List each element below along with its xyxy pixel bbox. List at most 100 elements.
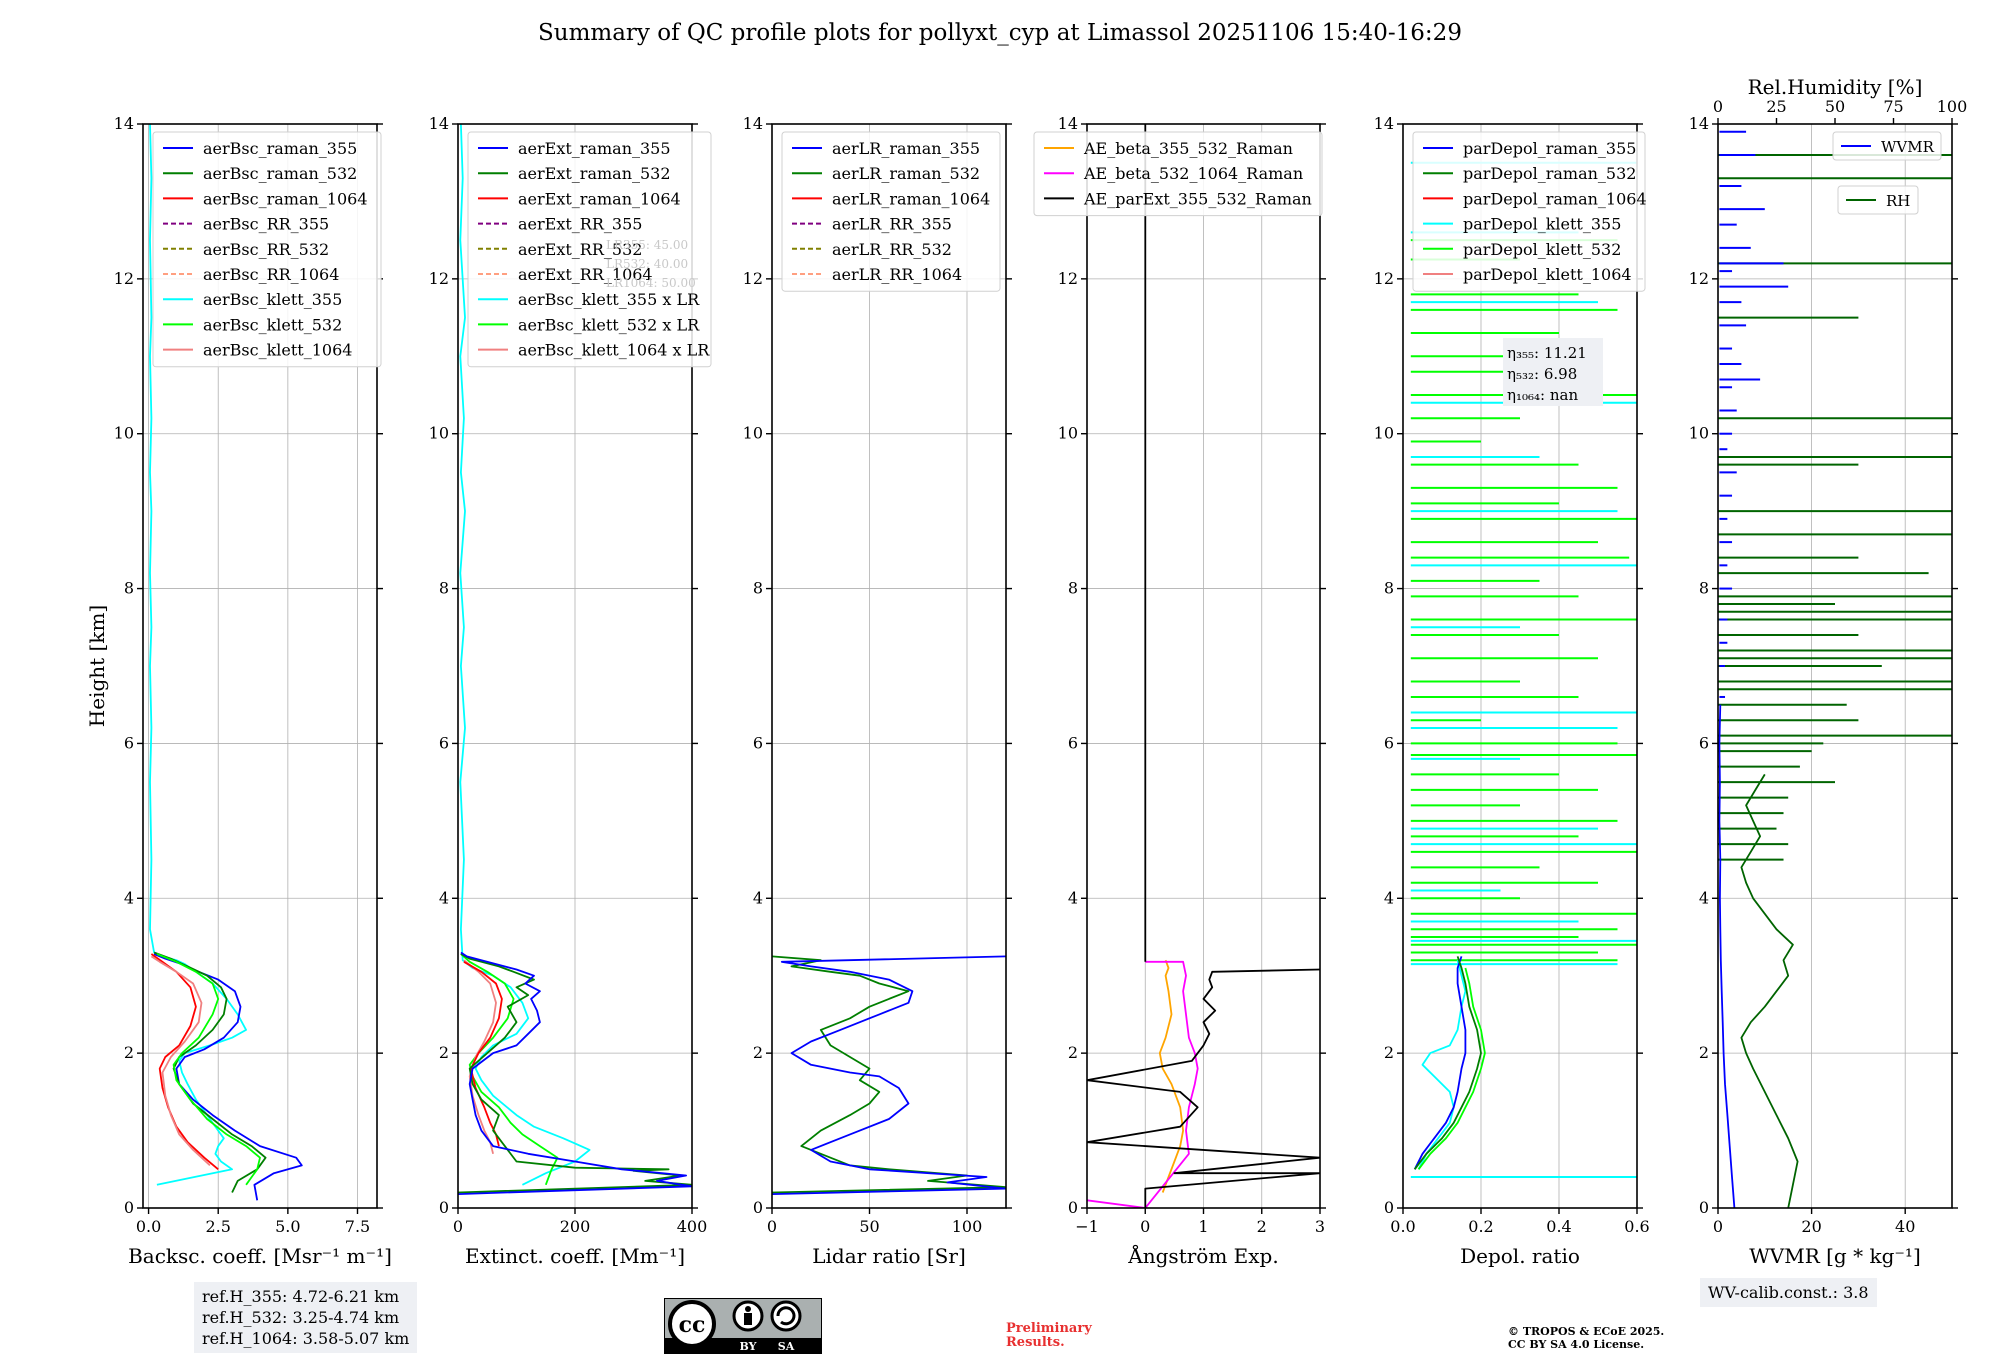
top-xtick-label: 50 — [1825, 97, 1845, 116]
ytick-label: 8 — [753, 579, 763, 598]
preliminary-note: Preliminary Results. — [1006, 1321, 1092, 1350]
series-aerExt_raman_355 — [458, 951, 692, 1195]
series-aerLR_raman_532 — [772, 955, 1006, 1194]
x-axis-label: WVMR [g * kg⁻¹] — [1749, 1244, 1921, 1268]
ytick-label: 2 — [753, 1043, 763, 1062]
panel-extinction: 0 2 4 6 8 10 12 14 0 200 400 Extinct. coeff. [Mm⁻¹]… — [429, 114, 712, 1268]
series-aerLR_raman_355 — [772, 955, 1006, 1195]
top-xtick-label: 75 — [1883, 97, 1903, 116]
xtick-label: 20 — [1801, 1217, 1821, 1236]
legend-label-aerBsc_klett_1064: aerBsc_klett_1064 — [203, 341, 352, 360]
legend-label-aerBsc_klett_355: aerBsc_klett_355 — [203, 290, 342, 309]
legend-box — [1412, 131, 1646, 292]
top-axis-label: Rel.Humidity [%] — [1748, 75, 1923, 99]
xtick-label: 0 — [453, 1217, 463, 1236]
ytick-label: 6 — [124, 733, 134, 752]
legend: WVMR RH — [1832, 131, 1942, 215]
plot-area — [458, 124, 692, 1195]
cc-by-sa-badge: cc BY SA — [663, 1297, 823, 1355]
ytick-label: 4 — [124, 888, 134, 907]
eta-label: η₃₅₅: 11.21 — [1507, 344, 1587, 362]
legend-label-parDepol_raman_355: parDepol_raman_355 — [1463, 139, 1636, 158]
legend-label-aerBsc_klett_532: aerBsc_klett_532 — [203, 315, 342, 334]
legend-label-aerExt_raman_1064: aerExt_raman_1064 — [518, 189, 681, 208]
ytick-label: 10 — [1058, 424, 1078, 443]
ytick-label: 10 — [114, 424, 134, 443]
legend-label-aerLR_RR_355: aerLR_RR_355 — [832, 215, 952, 234]
ytick-label: 6 — [1068, 733, 1078, 752]
ytick-label: 0 — [439, 1198, 449, 1217]
x-axis-label: Extinct. coeff. [Mm⁻¹] — [465, 1244, 685, 1268]
legend: aerLR_raman_355 aerLR_raman_532 aerLR_rama… — [781, 131, 1001, 292]
xtick-label: 2.5 — [205, 1217, 230, 1236]
axes-frame — [142, 123, 378, 1209]
top-xtick-label: 25 — [1766, 97, 1786, 116]
xtick-label: 0 — [767, 1217, 777, 1236]
legend-label-aerBsc_klett_355 x LR: aerBsc_klett_355 x LR — [518, 290, 700, 309]
ytick-label: 8 — [1699, 579, 1709, 598]
xtick-label: 400 — [677, 1217, 708, 1236]
panel-backscatter: 0 2 4 6 8 10 12 14 0.0 2.5 5.0 7.5 Backsc. coeff. [M… — [114, 114, 392, 1268]
ytick-label: 4 — [439, 888, 449, 907]
ytick-label: 14 — [429, 114, 449, 133]
eta-label: η₁₀₆₄: nan — [1507, 386, 1578, 404]
axes-frame — [771, 123, 1007, 1209]
legend-label-aerExt_raman_355: aerExt_raman_355 — [518, 139, 671, 158]
series-aerExt_raman_1064 — [463, 961, 503, 1147]
legend-box — [1033, 131, 1323, 217]
panel-depol: 0 2 4 6 8 10 12 14 0.0 0.2 0.4 0.6 Depol. ratio parDe… — [1374, 114, 1650, 1268]
legend-label-parDepol_raman_532: parDepol_raman_532 — [1463, 164, 1636, 183]
legend-label-aerBsc_raman_532: aerBsc_raman_532 — [203, 164, 357, 183]
legend-label-AE_beta_355_532_Raman: AE_beta_355_532_Raman — [1083, 139, 1293, 158]
series-aerBsc_raman_1064 — [150, 953, 219, 1170]
xtick-label: 5.0 — [275, 1217, 300, 1236]
series-RH — [1740, 773, 1799, 1208]
ytick-label: 10 — [743, 424, 763, 443]
series-WVMR — [1718, 704, 1736, 1208]
legend-label-aerBsc_raman_1064: aerBsc_raman_1064 — [203, 189, 368, 208]
legend-label-RH: RH — [1886, 192, 1910, 210]
xtick-label: 0.6 — [1624, 1217, 1649, 1236]
sa-label: SA — [778, 1340, 795, 1353]
ref-height-355: ref.H_355: 4.72-6.21 km — [202, 1287, 400, 1306]
axes-frame — [1402, 123, 1638, 1209]
xtick-label: 100 — [952, 1217, 983, 1236]
figure-title: Summary of QC profile plots for pollyxt_… — [538, 20, 1462, 46]
xtick-label: 3 — [1315, 1217, 1325, 1236]
series-AE_beta_532_1064_Raman — [1087, 960, 1199, 1208]
ytick-label: 0 — [753, 1198, 763, 1217]
x-axis-label: Lidar ratio [Sr] — [812, 1244, 966, 1268]
ytick-label: 6 — [1384, 733, 1394, 752]
ref-height-532: ref.H_532: 3.25-4.74 km — [202, 1308, 400, 1327]
xtick-label: 0 — [1713, 1217, 1723, 1236]
ytick-label: 2 — [439, 1043, 449, 1062]
ytick-label: 2 — [1384, 1043, 1394, 1062]
ytick-label: 12 — [429, 269, 449, 288]
ytick-label: 10 — [1689, 424, 1709, 443]
ytick-label: 8 — [1384, 579, 1394, 598]
legend-label-aerBsc_RR_1064: aerBsc_RR_1064 — [203, 265, 339, 284]
legend-label-aerLR_raman_1064: aerLR_raman_1064 — [832, 189, 990, 208]
series-aerBsc_raman_532 — [153, 951, 267, 1193]
cc-icon — [668, 1300, 716, 1348]
ytick-label: 0 — [1699, 1198, 1709, 1217]
wv-calibration-box: WV-calib.const.: 3.8 — [1700, 1278, 1877, 1307]
ytick-label: 14 — [1689, 114, 1709, 133]
panel-lidar_ratio: 0 2 4 6 8 10 12 14 0 50 100 Lidar ratio [Sr] aerLR_r… — [743, 114, 1012, 1268]
legend-box — [1837, 185, 1919, 215]
ytick-label: 2 — [1068, 1043, 1078, 1062]
ytick-label: 0 — [1068, 1198, 1078, 1217]
eta-label: η₅₃₂: 6.98 — [1507, 365, 1577, 383]
series-parDepol_raman_532 — [1413, 956, 1482, 1170]
xtick-label: 0.4 — [1546, 1217, 1571, 1236]
legend-box — [467, 131, 712, 368]
series-parDepol_klett_355 — [1417, 959, 1467, 1170]
ytick-label: 12 — [1058, 269, 1078, 288]
by-label: BY — [740, 1340, 757, 1353]
eta-box — [1503, 338, 1603, 406]
legend-label-aerBsc_RR_532: aerBsc_RR_532 — [203, 240, 329, 259]
ytick-label: 14 — [1374, 114, 1394, 133]
series-parDepol_raman_355 — [1413, 956, 1467, 1170]
